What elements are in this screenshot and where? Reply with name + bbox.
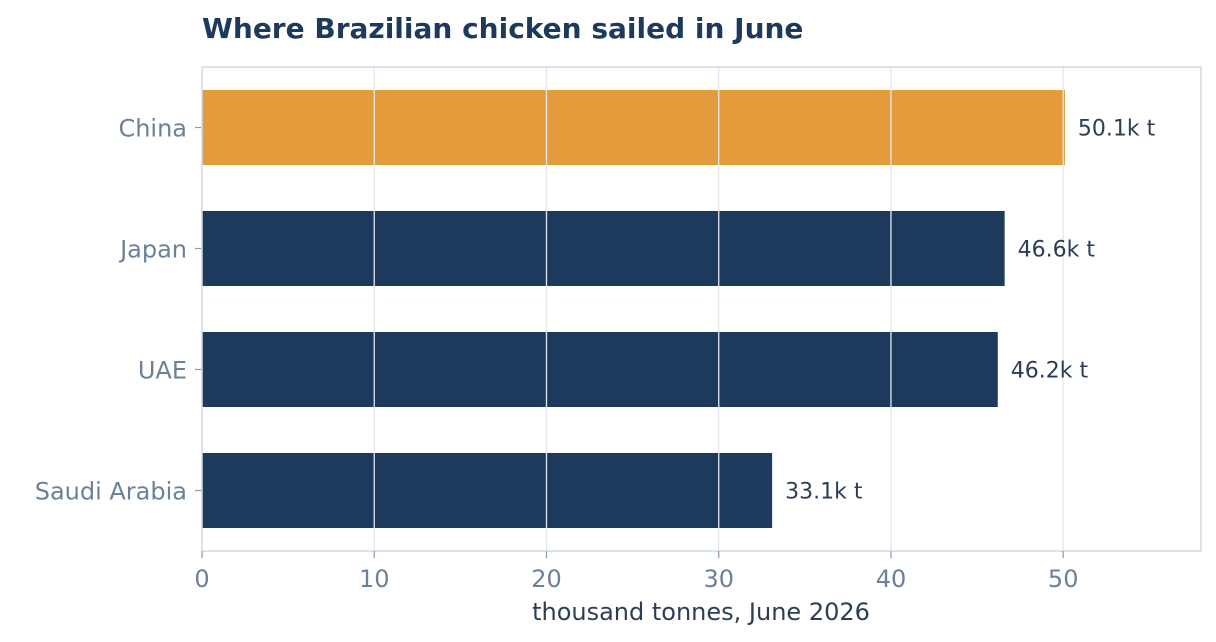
plot-frame — [195, 66, 1202, 558]
chart-title: Where Brazilian chicken sailed in June — [202, 12, 803, 45]
bar-china — [202, 89, 1065, 166]
x-tick-label: 30 — [703, 565, 734, 593]
value-label: 46.6k t — [1018, 238, 1096, 263]
bars — [202, 89, 1065, 529]
gridlines — [373, 67, 1064, 551]
x-axis-title: thousand tonnes, June 2026 — [532, 598, 870, 626]
x-tick-label: 40 — [876, 565, 907, 593]
bar-uae — [202, 331, 998, 408]
x-tick-label: 0 — [194, 565, 209, 593]
plot-border — [201, 66, 1202, 552]
y-tick-label: Japan — [118, 236, 187, 264]
labels: 50.1k t China 46.6k t Japan 46.2k t UAE 33.1k … — [35, 115, 1156, 594]
value-label: 50.1k t — [1078, 117, 1156, 142]
value-label: 46.2k t — [1011, 359, 1089, 384]
x-tick-label: 10 — [359, 565, 390, 593]
value-label: 33.1k t — [785, 480, 863, 505]
y-tick-label: UAE — [138, 357, 187, 385]
bar-saudi-arabia — [202, 452, 773, 529]
y-tick-label: China — [118, 115, 187, 143]
x-tick-label: 20 — [531, 565, 562, 593]
bar-japan — [202, 210, 1005, 287]
y-tick-label: Saudi Arabia — [35, 478, 187, 506]
x-tick-label: 50 — [1048, 565, 1079, 593]
